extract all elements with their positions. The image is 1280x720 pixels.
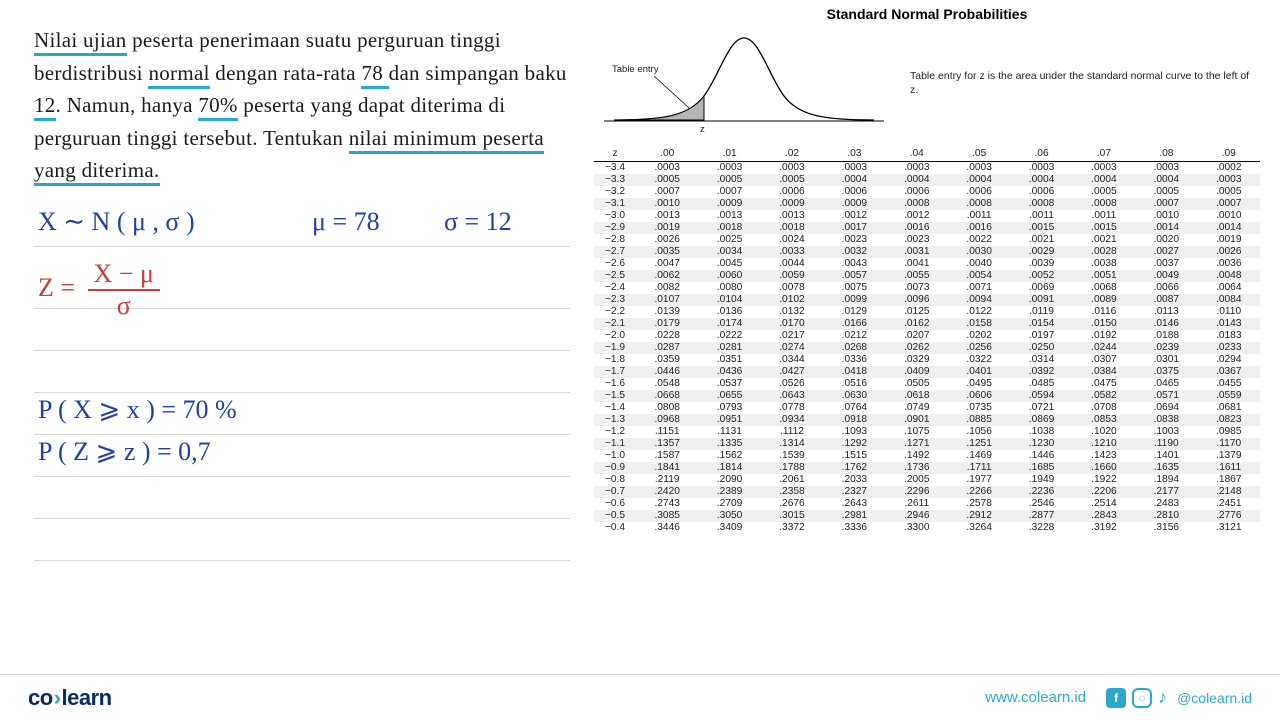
table-row: −0.9.1841.1814.1788.1762.1736.1711.1685.… [594, 462, 1260, 474]
table-row: −0.8.2119.2090.2061.2033.2005.1977.1949.… [594, 474, 1260, 486]
ztable-header: .04 [886, 147, 948, 161]
table-row: −2.7.0035.0034.0033.0032.0031.0030.0029.… [594, 246, 1260, 258]
z-table: z.00.01.02.03.04.05.06.07.08.09 −3.4.000… [594, 147, 1260, 534]
ruled-area: X ∼ N ( μ , σ ) μ = 78 σ = 12 Z = X − μ … [34, 205, 570, 561]
table-row: −3.1.0010.0009.0009.0009.0008.0008.0008.… [594, 198, 1260, 210]
table-row: −1.6.0548.0537.0526.0516.0505.0495.0485.… [594, 378, 1260, 390]
normal-curve: Table entry z [594, 26, 894, 141]
table-row: −3.2.0007.0007.0006.0006.0006.0006.0006.… [594, 186, 1260, 198]
facebook-icon[interactable]: f [1106, 688, 1126, 708]
ztable-header: .00 [636, 147, 698, 161]
hand-p1: P ( X ⩾ x ) = 70 % [38, 395, 237, 425]
table-row: −2.9.0019.0018.0018.0017.0016.0016.0015.… [594, 222, 1260, 234]
table-row: −1.0.1587.1562.1539.1515.1492.1469.1446.… [594, 450, 1260, 462]
hand-sigma: σ = 12 [444, 207, 512, 237]
curve-label-z: z [700, 124, 705, 135]
ztable-header: .05 [948, 147, 1010, 161]
problem-text: Nilai ujian peserta penerimaan suatu per… [34, 24, 570, 187]
table-row: −1.3.0968.0951.0934.0918.0901.0885.0869.… [594, 414, 1260, 426]
logo: co›learn [28, 685, 112, 711]
table-row: −2.4.0082.0080.0078.0075.0073.0071.0069.… [594, 282, 1260, 294]
instagram-icon[interactable]: ◌ [1132, 688, 1152, 708]
curve-label-entry: Table entry [612, 64, 658, 75]
social-icons: f ◌ ♪ @colearn.id [1106, 688, 1252, 708]
ztable-header: .08 [1135, 147, 1197, 161]
table-note: Table entry for z is the area under the … [910, 70, 1260, 97]
table-row: −0.4.3446.3409.3372.3336.3300.3264.3228.… [594, 522, 1260, 534]
ztable-header: .02 [761, 147, 823, 161]
table-row: −0.5.3085.3050.3015.2981.2946.2912.2877.… [594, 510, 1260, 522]
hand-dist: X ∼ N ( μ , σ ) [38, 207, 195, 237]
table-row: −1.5.0668.0655.0643.0630.0618.0606.0594.… [594, 390, 1260, 402]
footer-url[interactable]: www.colearn.id [985, 689, 1086, 706]
table-row: −2.2.0139.0136.0132.0129.0125.0122.0119.… [594, 306, 1260, 318]
table-row: −1.2.1151.1131.1112.1093.1075.1056.1038.… [594, 426, 1260, 438]
table-row: −2.0.0228.0222.0217.0212.0207.0202.0197.… [594, 330, 1260, 342]
chart-title: Standard Normal Probabilities [594, 6, 1260, 22]
ztable-header: .07 [1073, 147, 1135, 161]
hand-mu: μ = 78 [312, 207, 380, 237]
social-handle: @colearn.id [1177, 690, 1252, 706]
table-row: −2.1.0179.0174.0170.0166.0162.0158.0154.… [594, 318, 1260, 330]
ztable-header: .06 [1010, 147, 1072, 161]
table-row: −3.4.0003.0003.0003.0003.0003.0003.0003.… [594, 161, 1260, 174]
table-row: −3.0.0013.0013.0013.0012.0012.0011.0011.… [594, 210, 1260, 222]
table-row: −0.6.2743.2709.2676.2643.2611.2578.2546.… [594, 498, 1260, 510]
table-row: −1.4.0808.0793.0778.0764.0749.0735.0721.… [594, 402, 1260, 414]
table-row: −1.8.0359.0351.0344.0336.0329.0322.0314.… [594, 354, 1260, 366]
table-row: −1.7.0446.0436.0427.0418.0409.0401.0392.… [594, 366, 1260, 378]
ztable-header: .09 [1198, 147, 1260, 161]
tiktok-icon[interactable]: ♪ [1158, 688, 1167, 708]
footer: co›learn www.colearn.id f ◌ ♪ @colearn.i… [0, 674, 1280, 720]
table-row: −2.5.0062.0060.0059.0057.0055.0054.0052.… [594, 270, 1260, 282]
table-row: −2.6.0047.0045.0044.0043.0041.0040.0039.… [594, 258, 1260, 270]
table-row: −0.7.2420.2389.2358.2327.2296.2266.2236.… [594, 486, 1260, 498]
table-row: −3.3.0005.0005.0005.0004.0004.0004.0004.… [594, 174, 1260, 186]
table-row: −1.1.1357.1335.1314.1292.1271.1251.1230.… [594, 438, 1260, 450]
table-row: −1.9.0287.0281.0274.0268.0262.0256.0250.… [594, 342, 1260, 354]
table-row: −2.3.0107.0104.0102.0099.0096.0094.0091.… [594, 294, 1260, 306]
table-row: −2.8.0026.0025.0024.0023.0023.0022.0021.… [594, 234, 1260, 246]
ztable-header: z [594, 147, 636, 161]
ztable-header: .01 [698, 147, 760, 161]
hand-p2: P ( Z ⩾ z ) = 0,7 [38, 437, 211, 467]
ztable-header: .03 [823, 147, 885, 161]
